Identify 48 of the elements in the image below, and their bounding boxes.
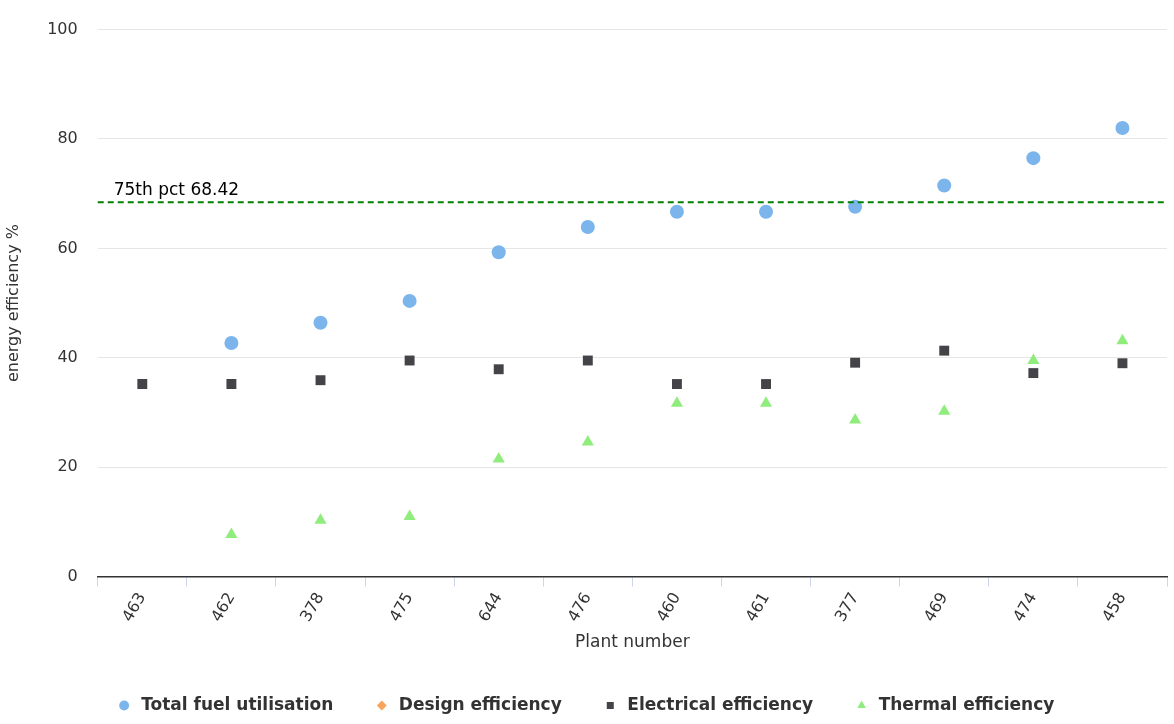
point (759, 396, 773, 407)
y-tick-label: 100 (47, 18, 78, 38)
point (313, 315, 328, 330)
point (404, 355, 415, 366)
point (939, 345, 950, 356)
y-tick-label: 40 (57, 346, 78, 366)
point (1028, 368, 1039, 379)
x-tick-label: 461 (741, 588, 774, 625)
point (315, 375, 326, 386)
y-tick-label: 0 (67, 565, 78, 585)
point (314, 513, 327, 524)
point (1116, 333, 1129, 345)
legend-label: Total fuel utilisation (141, 693, 334, 714)
point (671, 379, 682, 389)
point (224, 336, 239, 350)
point (848, 199, 863, 214)
ref-line-label: 75th pct 68.42 (113, 179, 240, 200)
point (403, 509, 416, 520)
point (670, 396, 683, 407)
y-tick-label: 20 (57, 456, 78, 476)
point (937, 178, 952, 193)
point (580, 220, 595, 235)
point (1027, 353, 1040, 365)
point (226, 379, 237, 389)
point (938, 404, 951, 415)
legend-label: Thermal efficiency (878, 693, 1055, 714)
y-tick-label: 80 (57, 128, 78, 148)
point (759, 204, 774, 219)
y-axis-title: energy efficiency % (2, 224, 22, 383)
point (669, 204, 684, 219)
point (761, 379, 771, 389)
point (492, 451, 505, 463)
point (581, 435, 594, 446)
point (402, 293, 417, 308)
point (225, 527, 238, 538)
point (849, 413, 862, 424)
point (850, 357, 861, 368)
point (582, 355, 593, 366)
x-axis-title: Plant number (575, 631, 690, 652)
point (493, 364, 504, 375)
point (491, 245, 506, 260)
point (1026, 151, 1041, 166)
point (137, 379, 148, 389)
legend-label: Electrical efficiency (627, 693, 814, 714)
y-tick-label: 60 (57, 237, 78, 257)
point (1115, 121, 1130, 136)
point (1117, 358, 1128, 369)
legend-label: Design efficiency (398, 693, 562, 714)
